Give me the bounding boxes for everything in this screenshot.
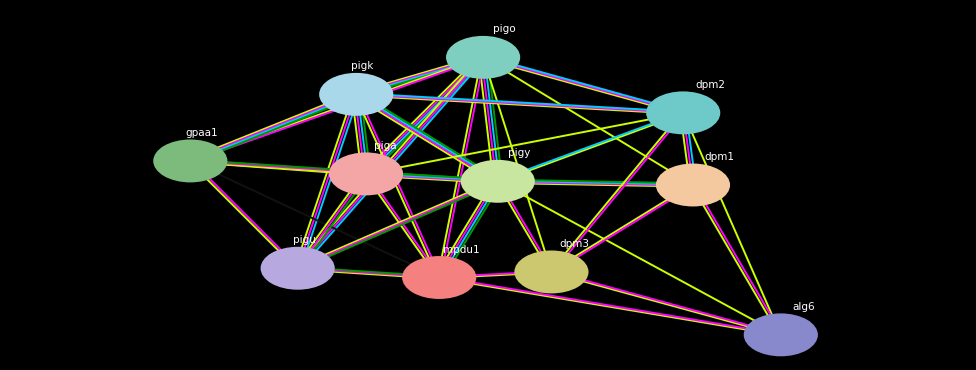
Text: alg6: alg6	[793, 302, 815, 312]
Ellipse shape	[461, 160, 535, 203]
Ellipse shape	[446, 36, 520, 79]
Text: pigy: pigy	[508, 148, 530, 158]
Ellipse shape	[319, 73, 393, 116]
Ellipse shape	[744, 313, 818, 356]
Ellipse shape	[656, 164, 730, 206]
Ellipse shape	[261, 247, 335, 290]
Text: dpm2: dpm2	[695, 80, 725, 90]
Text: pigu: pigu	[293, 235, 315, 245]
Text: pigk: pigk	[351, 61, 374, 71]
Ellipse shape	[514, 250, 589, 293]
Text: gpaa1: gpaa1	[185, 128, 218, 138]
Ellipse shape	[329, 152, 403, 195]
Ellipse shape	[153, 139, 227, 182]
Ellipse shape	[646, 91, 720, 134]
Text: piga: piga	[374, 141, 396, 151]
Ellipse shape	[402, 256, 476, 299]
Text: dpm1: dpm1	[705, 152, 735, 162]
Text: pigo: pigo	[493, 24, 515, 34]
Text: mpdu1: mpdu1	[443, 245, 480, 255]
Text: dpm3: dpm3	[559, 239, 590, 249]
